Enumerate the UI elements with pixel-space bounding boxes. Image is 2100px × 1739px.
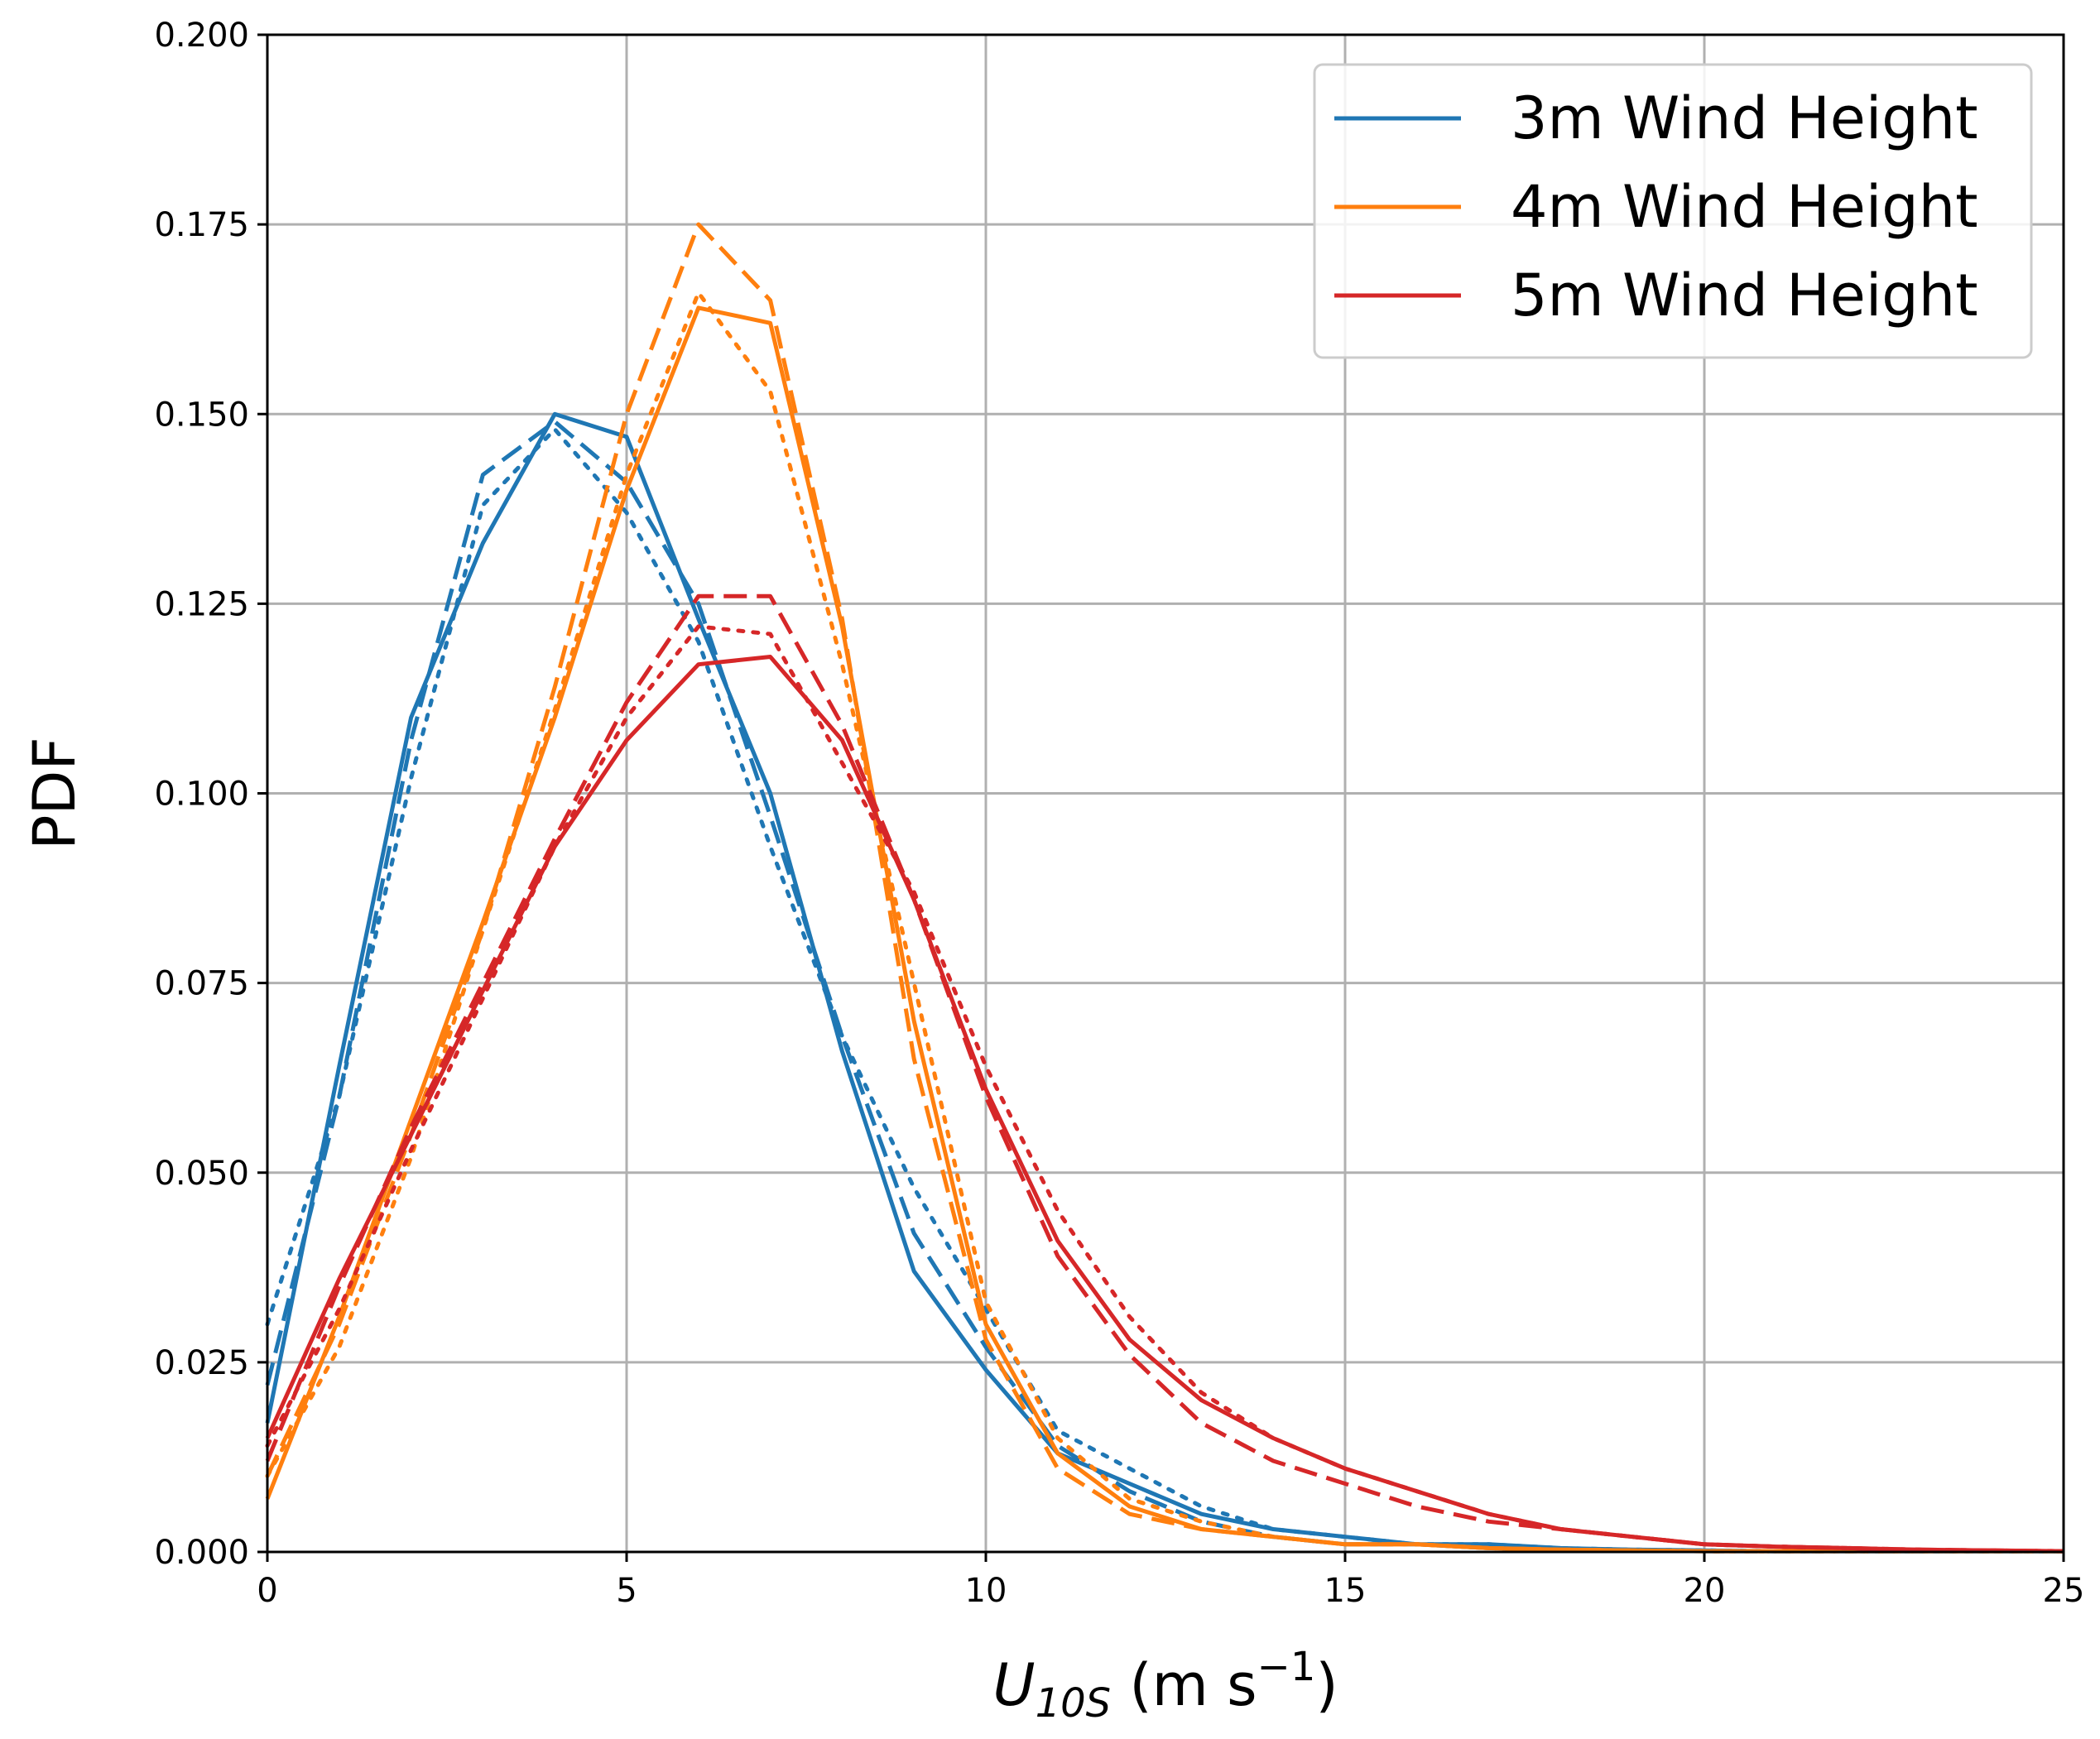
y-tick-label: 0.175	[154, 206, 249, 244]
y-tick-label: 0.025	[154, 1344, 249, 1382]
x-axis-label-units: (m s	[1111, 1651, 1257, 1719]
x-axis-label: U10S (m s−1)	[992, 1644, 1338, 1727]
legend-box	[1313, 63, 2033, 359]
y-tick-label: 0.125	[154, 585, 249, 623]
legend-label-3m: 3m Wind Height	[1511, 84, 1978, 152]
x-tick-label: 20	[1684, 1572, 1726, 1610]
y-tick-label: 0.200	[154, 17, 249, 55]
x-axis-label-main: U	[992, 1651, 1035, 1719]
series-line-5m-wind-height-dashed	[265, 593, 2064, 1554]
x-tick-label: 0	[257, 1572, 277, 1610]
y-tick-label: 0.100	[154, 776, 249, 814]
x-tick-label: 5	[616, 1572, 637, 1610]
legend-label-5m: 5m Wind Height	[1511, 262, 1978, 329]
legend: 3m Wind Height 4m Wind Height 5m Wind Heig…	[1313, 63, 2033, 359]
series-line-5m-wind-height-dotted	[265, 624, 2066, 1554]
x-axis-label-close: )	[1315, 1651, 1338, 1719]
x-axis-label-sup: −1	[1257, 1644, 1316, 1690]
legend-label-4m: 4m Wind Height	[1511, 173, 1978, 241]
x-tick-label: 10	[965, 1572, 1007, 1610]
legend-items: 3m Wind Height 4m Wind Height 5m Wind Heig…	[1334, 84, 1978, 329]
y-axis-label: PDF	[21, 737, 89, 849]
series-line-3m-wind-height-dotted	[265, 427, 2066, 1554]
y-tick-label: 0.075	[154, 965, 249, 1003]
series-line-3m-wind-height-dashed	[265, 419, 2064, 1554]
y-tick-label: 0.150	[154, 396, 249, 434]
axis-ticks: 0 5 10 15 20 25 0.000 0.025 0.050 0.075 0.100 0.125…	[154, 17, 2084, 1610]
y-tick-label: 0.050	[154, 1155, 249, 1193]
x-tick-label: 25	[2043, 1572, 2085, 1610]
x-axis-label-sub: 10S	[1036, 1680, 1112, 1727]
y-tick-label: 0.000	[154, 1534, 249, 1572]
x-tick-label: 15	[1324, 1572, 1367, 1610]
